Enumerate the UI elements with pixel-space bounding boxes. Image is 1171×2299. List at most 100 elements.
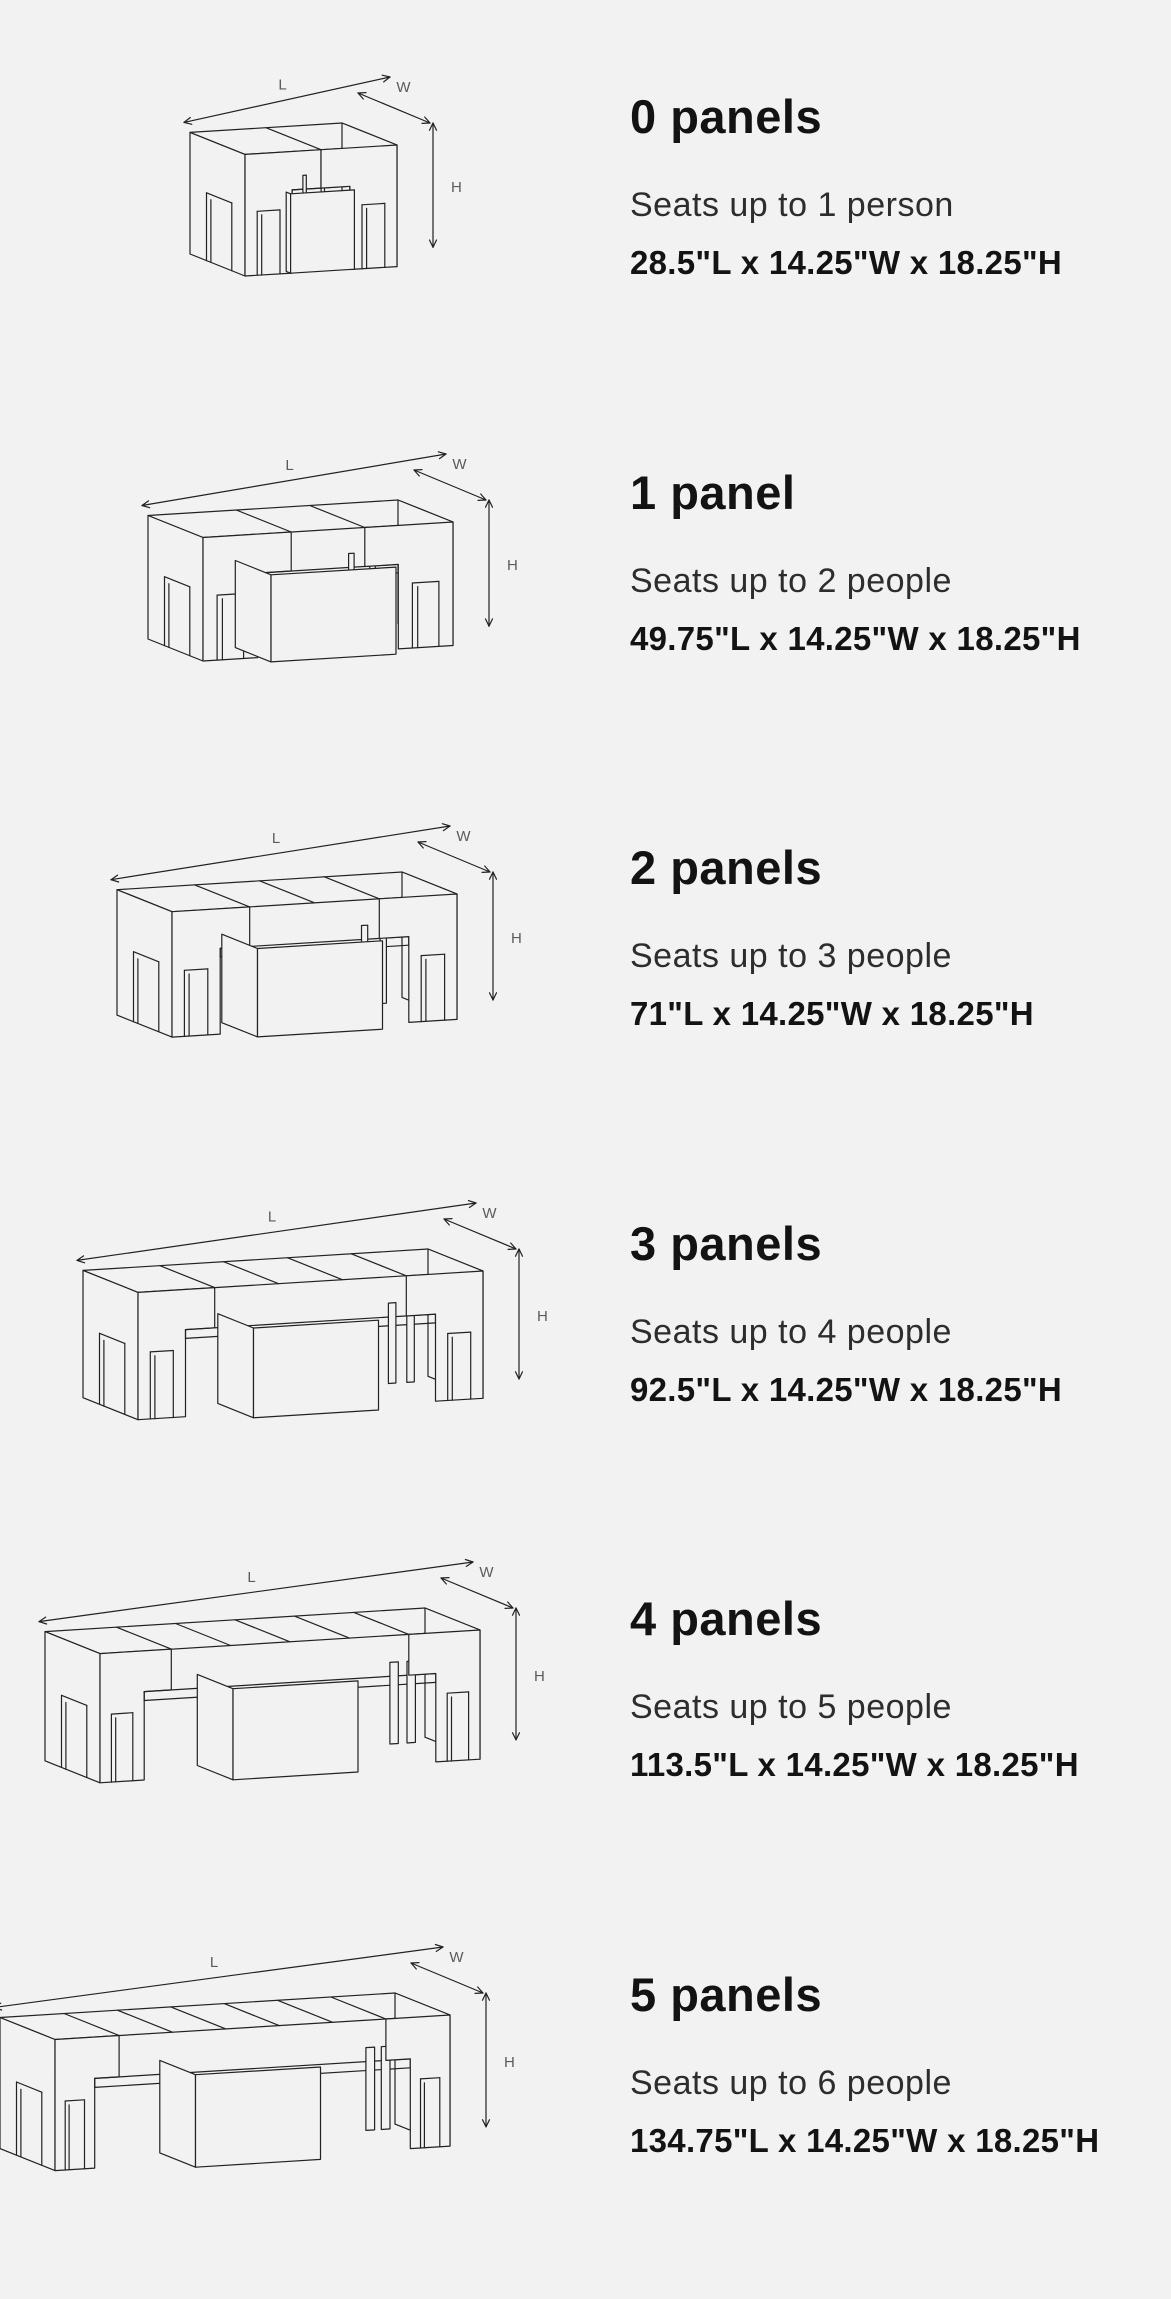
arrowhead — [0, 2008, 3, 2011]
bench-isometric-drawing: L W H — [141, 451, 519, 663]
bench-isometric-drawing: L W H — [183, 74, 462, 277]
config-info: 0 panels Seats up to 1 person 28.5"L x 1… — [630, 93, 1062, 282]
arrowhead — [485, 1992, 491, 2001]
inner-leg — [365, 2046, 376, 2131]
panel-seam — [323, 876, 380, 900]
arrowhead — [110, 879, 120, 883]
arrowhead — [468, 1202, 477, 1209]
arrowhead — [484, 618, 490, 627]
width-arrow — [417, 841, 491, 873]
arrowhead — [183, 121, 193, 125]
arrowhead — [485, 2119, 491, 2128]
panel-seam — [170, 2006, 227, 2030]
panel-config-row: L W H 2 panels Seats up to 3 people 71"L x… — [0, 816, 1171, 1192]
seating-capacity-text: Seats up to 3 people — [630, 937, 952, 975]
dimensions-text: 134.75"L x 14.25"W x 18.25"H — [630, 2122, 1100, 2160]
bench-diagram: L W H — [37, 1556, 588, 1804]
left-front-notch — [110, 1712, 134, 1715]
arrowhead — [437, 451, 447, 455]
door-front-face — [289, 189, 355, 274]
arrowhead — [510, 1242, 517, 1250]
arrowhead — [428, 122, 434, 131]
dimensions-text: 49.75"L x 14.25"W x 18.25"H — [630, 620, 1081, 658]
left-notch — [132, 951, 160, 963]
left-notch — [60, 1694, 88, 1706]
left-notch — [15, 2081, 43, 2093]
config-info: 3 panels Seats up to 4 people 92.5"L x 1… — [630, 1220, 1062, 1409]
storage-box-side-face — [217, 1313, 255, 1419]
arrowhead — [518, 1371, 524, 1380]
panel-config-row: L W H 0 panels Seats up to 1 person 28.5"L… — [0, 65, 1171, 441]
right-end-front-face — [405, 1270, 484, 1402]
arrowhead — [515, 1732, 521, 1741]
height-dim-label: H — [511, 930, 523, 947]
arrowhead — [417, 841, 424, 849]
dimensions-text: 71"L x 14.25"W x 18.25"H — [630, 995, 1034, 1033]
dimensions-text: 28.5"L x 14.25"W x 18.25"H — [630, 244, 1063, 282]
storage-box-front-face — [252, 1319, 380, 1419]
door-side-edge — [285, 191, 292, 274]
storage-box-front-face — [256, 940, 384, 1038]
config-info: 1 panel Seats up to 2 people 49.75"L x 1… — [630, 469, 1081, 658]
seat-rail — [94, 2058, 411, 2079]
panel-seam — [175, 1622, 232, 1647]
arrowhead — [511, 1732, 517, 1741]
width-arrow — [357, 92, 431, 124]
arrowhead — [514, 1248, 520, 1257]
storage-box-side-face — [221, 933, 259, 1038]
arrowhead — [465, 1561, 474, 1567]
panel-count-title: 3 panels — [630, 1217, 823, 1270]
arrowhead — [432, 122, 438, 131]
arrowhead — [488, 618, 494, 627]
left-end-side-face — [0, 2016, 56, 2172]
length-arrow — [141, 453, 447, 507]
panel-seam — [330, 1996, 387, 2020]
storage-box-front-face — [194, 2066, 322, 2168]
width-arrow — [443, 1218, 517, 1250]
left-end-side-face — [82, 1269, 139, 1421]
panel-seam — [116, 2009, 173, 2033]
bench-diagram: L W H — [0, 1941, 558, 2191]
arrowhead — [381, 74, 391, 78]
panel-seam — [159, 1264, 216, 1289]
panel-seam — [265, 127, 322, 151]
width-dim-label: W — [479, 1564, 494, 1581]
arrowhead — [515, 1607, 521, 1616]
arrowhead — [432, 239, 438, 248]
arrowhead — [141, 504, 151, 509]
arrowhead — [441, 823, 451, 827]
right-front-notch — [411, 580, 440, 584]
bench-isometric-drawing: L W H — [0, 1943, 515, 2172]
panel-config-row: L W H 1 panel Seats up to 2 people 49.75"L… — [0, 441, 1171, 817]
arrowhead — [110, 874, 119, 881]
arrowhead — [518, 1248, 524, 1257]
arrowhead — [435, 1946, 444, 1952]
panel-config-row: L W H 4 panels Seats up to 5 people 113.5"… — [0, 1558, 1171, 1943]
length-arrow — [38, 1561, 474, 1623]
seating-capacity-text: Seats up to 2 people — [630, 562, 952, 600]
panel-seam — [286, 1257, 343, 1281]
arrowhead — [488, 992, 494, 1001]
arrowhead — [492, 871, 498, 880]
right-end-front-face — [385, 2014, 451, 2150]
arrowhead — [76, 1259, 86, 1264]
panel-count-title: 2 panels — [630, 841, 823, 894]
arrowhead — [76, 1255, 85, 1262]
right-front-notch — [361, 202, 386, 206]
arrowhead — [383, 76, 391, 83]
config-info: 5 panels Seats up to 6 people 134.75"L x… — [630, 1971, 1099, 2160]
panel-seam — [63, 2012, 120, 2037]
arrowhead — [481, 1992, 487, 2001]
bench-isometric-drawing: L W H — [76, 1199, 548, 1421]
width-arrow — [410, 1962, 484, 1994]
panel-seam — [293, 1615, 350, 1639]
length-dim-label: L — [272, 830, 281, 847]
length-arrow — [183, 76, 391, 124]
panel-seam — [115, 1626, 172, 1650]
height-dim-label: H — [507, 557, 519, 574]
arrowhead — [38, 1620, 48, 1625]
length-dim-label: L — [285, 457, 294, 474]
panel-seam — [350, 1253, 407, 1277]
panel-config-row: L W H 3 panels Seats up to 4 people 92.5"L… — [0, 1192, 1171, 1568]
